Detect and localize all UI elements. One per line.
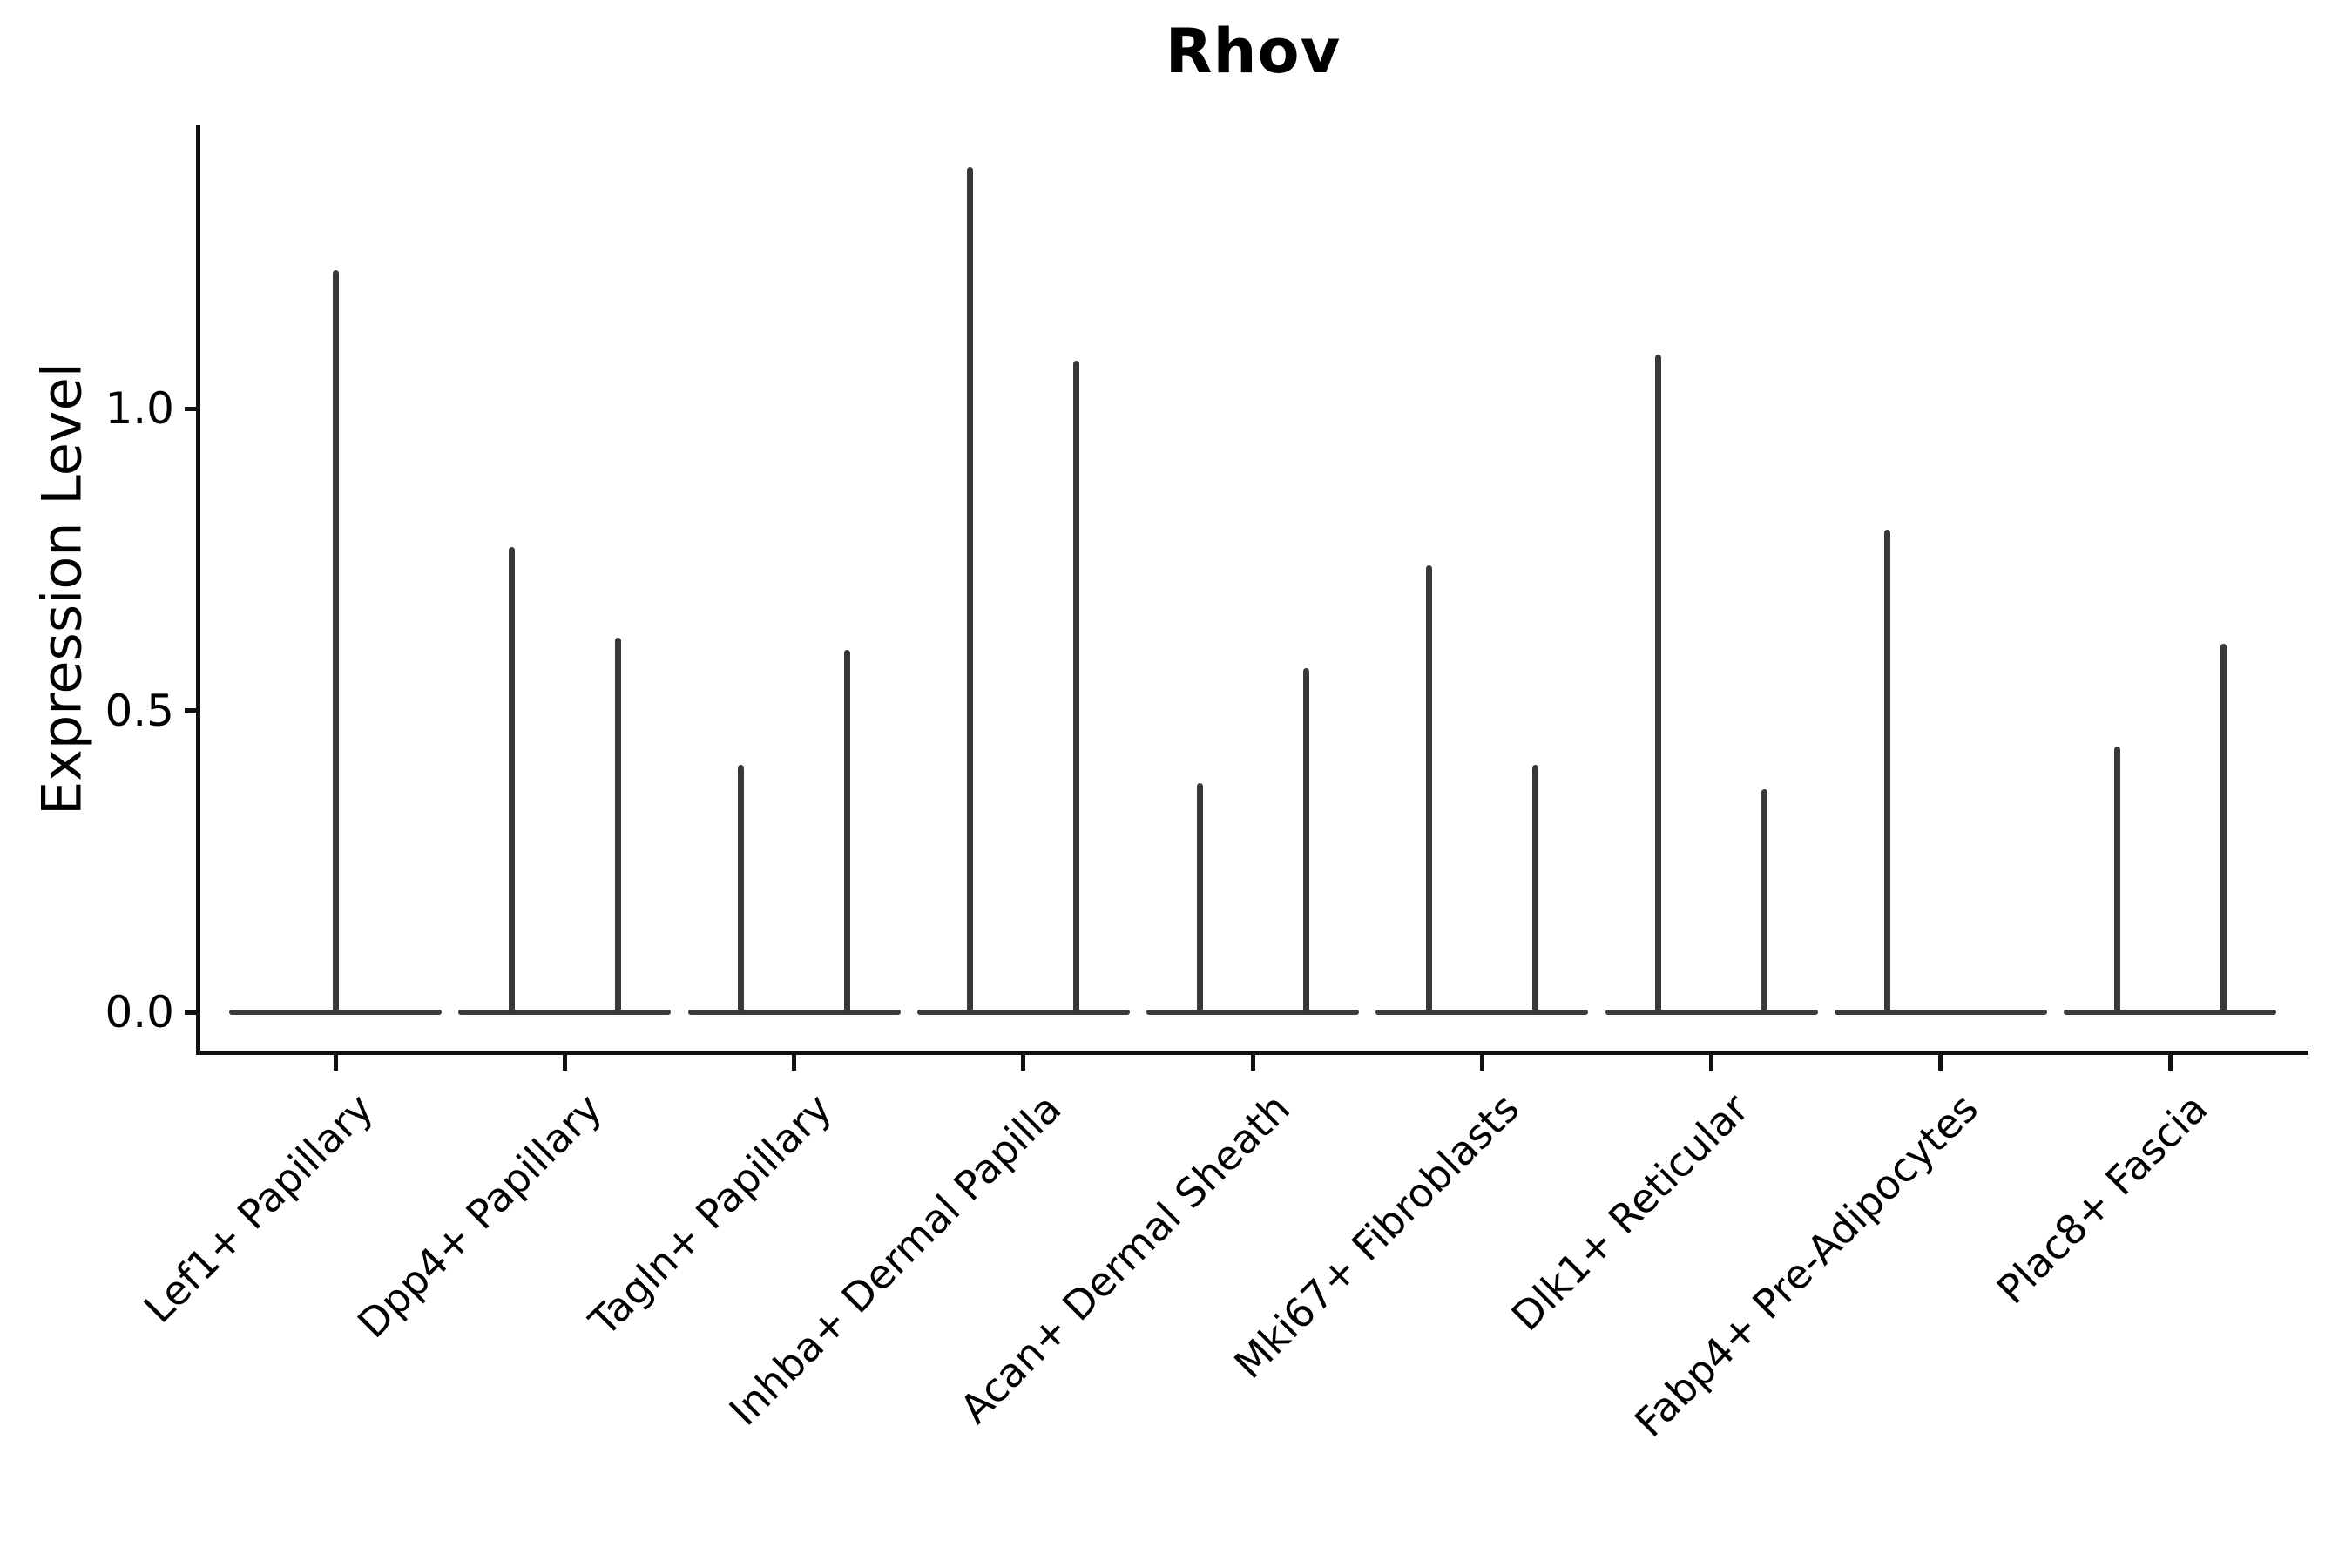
violin-baseline bbox=[229, 1010, 442, 1015]
violin-spike bbox=[1302, 667, 1309, 1012]
x-tick-label: Lef1+ Papillary bbox=[134, 1085, 382, 1332]
x-tick bbox=[333, 1054, 338, 1071]
violin-spike bbox=[508, 547, 515, 1012]
x-tick bbox=[1021, 1054, 1026, 1071]
violin-baseline bbox=[1605, 1010, 1818, 1015]
violin-spike bbox=[614, 638, 621, 1012]
violin-spike bbox=[1531, 764, 1538, 1012]
violin-spike bbox=[738, 764, 744, 1012]
x-tick bbox=[562, 1054, 567, 1071]
x-tick-label: Dlk1+ Reticular bbox=[1502, 1085, 1758, 1341]
violin-spike bbox=[2220, 644, 2227, 1012]
y-axis-spine bbox=[195, 125, 200, 1055]
violin-baseline bbox=[1375, 1010, 1589, 1015]
x-tick-label: Tagln+ Papillary bbox=[579, 1085, 841, 1345]
x-tick-label: Dpp4+ Papillary bbox=[348, 1085, 612, 1348]
violin-spike bbox=[1655, 354, 1661, 1012]
y-tick bbox=[185, 708, 198, 713]
y-tick-label: 0.0 bbox=[105, 987, 174, 1037]
violin-spike bbox=[1761, 788, 1767, 1012]
x-tick bbox=[1479, 1054, 1484, 1071]
x-tick-label: Plac8+ Fascia bbox=[1987, 1085, 2217, 1314]
y-tick-label: 1.0 bbox=[105, 383, 174, 434]
violin-baseline bbox=[916, 1010, 1130, 1015]
violin-spike bbox=[1196, 782, 1203, 1012]
violin-spike bbox=[1425, 565, 1432, 1012]
x-tick bbox=[1250, 1054, 1255, 1071]
violin-spike bbox=[332, 269, 339, 1012]
x-tick bbox=[1938, 1054, 1943, 1071]
chart-title: Rhov bbox=[1165, 16, 1342, 87]
violin-baseline bbox=[687, 1010, 901, 1015]
violin-baseline bbox=[1834, 1010, 2047, 1015]
violin-spike bbox=[2113, 747, 2120, 1012]
violin-baseline bbox=[458, 1010, 672, 1015]
violin-baseline bbox=[2064, 1010, 2276, 1015]
x-tick bbox=[2167, 1054, 2173, 1071]
x-tick bbox=[1709, 1054, 1713, 1071]
violin-spike bbox=[1884, 529, 1891, 1012]
violin-spike bbox=[967, 166, 974, 1012]
y-tick-label: 0.5 bbox=[105, 685, 174, 736]
y-tick bbox=[185, 1010, 198, 1015]
violin-spike bbox=[844, 650, 850, 1012]
y-tick bbox=[185, 406, 198, 411]
violin-baseline bbox=[1146, 1010, 1359, 1015]
x-axis-spine bbox=[195, 1050, 2308, 1055]
x-tick bbox=[792, 1054, 796, 1071]
violin-spike bbox=[1073, 360, 1080, 1012]
